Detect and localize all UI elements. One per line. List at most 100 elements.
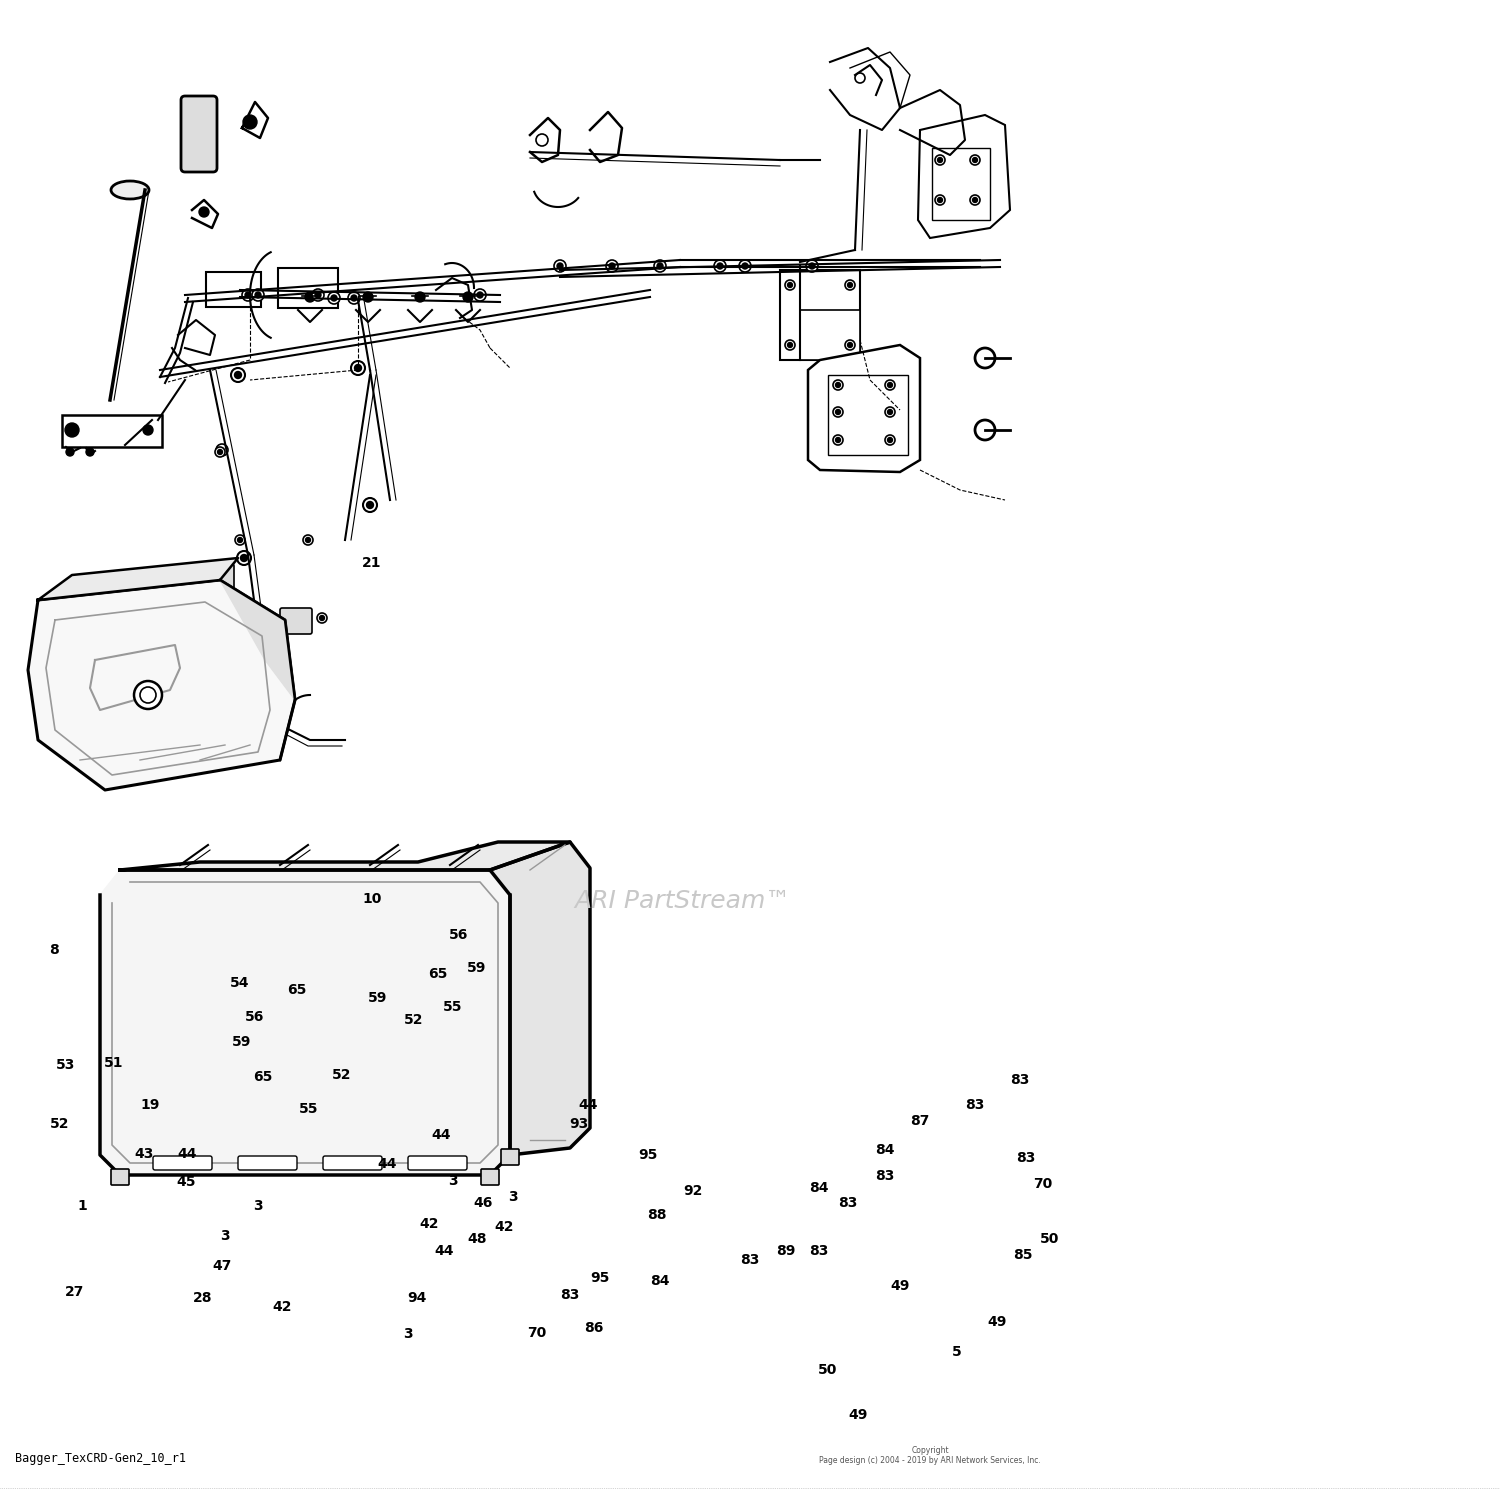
Text: 47: 47	[213, 1258, 231, 1273]
Circle shape	[86, 448, 94, 456]
Text: 5: 5	[952, 1345, 962, 1359]
Circle shape	[306, 538, 310, 542]
Text: 88: 88	[648, 1208, 666, 1222]
Text: 42: 42	[419, 1217, 438, 1231]
Circle shape	[303, 535, 313, 545]
Text: 59: 59	[369, 990, 387, 1005]
Circle shape	[808, 264, 814, 270]
Polygon shape	[220, 581, 296, 700]
Circle shape	[885, 406, 896, 417]
Circle shape	[231, 368, 244, 383]
Text: 83: 83	[839, 1196, 856, 1211]
Circle shape	[134, 680, 162, 709]
Circle shape	[836, 409, 840, 414]
Circle shape	[140, 686, 156, 703]
FancyBboxPatch shape	[62, 415, 162, 447]
Circle shape	[833, 406, 843, 417]
Text: ARI PartStream™: ARI PartStream™	[574, 889, 790, 913]
Text: 54: 54	[231, 975, 249, 990]
Circle shape	[788, 342, 792, 347]
Text: 84: 84	[651, 1273, 669, 1288]
Text: 83: 83	[810, 1243, 828, 1258]
Text: 92: 92	[684, 1184, 702, 1199]
Circle shape	[938, 198, 942, 203]
Text: 83: 83	[876, 1169, 894, 1184]
Circle shape	[315, 292, 321, 298]
Text: 65: 65	[254, 1069, 272, 1084]
Circle shape	[972, 158, 978, 162]
Ellipse shape	[111, 182, 148, 200]
Text: 44: 44	[432, 1127, 450, 1142]
Text: Bagger_TexCRD-Gen2_10_r1: Bagger_TexCRD-Gen2_10_r1	[15, 1452, 186, 1465]
Circle shape	[888, 438, 892, 442]
Text: 83: 83	[1011, 1072, 1029, 1087]
Circle shape	[363, 497, 376, 512]
FancyBboxPatch shape	[780, 270, 859, 360]
Text: 56: 56	[246, 1010, 264, 1024]
Circle shape	[885, 380, 896, 390]
Circle shape	[216, 444, 228, 456]
Circle shape	[320, 615, 324, 621]
Text: 84: 84	[810, 1181, 830, 1196]
Text: 55: 55	[444, 999, 462, 1014]
Text: 3: 3	[509, 1190, 518, 1205]
Circle shape	[836, 438, 840, 442]
Polygon shape	[918, 115, 1010, 238]
Circle shape	[844, 280, 855, 290]
FancyBboxPatch shape	[800, 310, 859, 360]
Circle shape	[847, 342, 852, 347]
FancyBboxPatch shape	[501, 1150, 519, 1164]
Circle shape	[366, 502, 374, 509]
Text: 44: 44	[435, 1243, 453, 1258]
Polygon shape	[28, 581, 296, 791]
Circle shape	[714, 261, 726, 272]
Circle shape	[855, 73, 865, 83]
Circle shape	[244, 292, 250, 298]
Circle shape	[255, 292, 261, 298]
Circle shape	[64, 423, 80, 436]
Text: 27: 27	[66, 1285, 84, 1300]
Circle shape	[348, 292, 360, 304]
FancyBboxPatch shape	[932, 147, 990, 220]
Circle shape	[970, 195, 980, 205]
Circle shape	[217, 450, 222, 454]
Circle shape	[934, 155, 945, 165]
Circle shape	[237, 551, 250, 564]
FancyBboxPatch shape	[278, 268, 338, 308]
Circle shape	[784, 280, 795, 290]
Text: 84: 84	[876, 1142, 894, 1157]
Circle shape	[609, 264, 615, 270]
Text: 85: 85	[1014, 1248, 1032, 1263]
Circle shape	[885, 435, 896, 445]
Text: 3: 3	[220, 1228, 230, 1243]
Text: 50: 50	[819, 1362, 837, 1377]
Text: 3: 3	[254, 1199, 262, 1214]
Circle shape	[363, 292, 374, 302]
FancyBboxPatch shape	[482, 1169, 500, 1185]
Text: 55: 55	[298, 1102, 318, 1117]
Text: 19: 19	[141, 1097, 159, 1112]
Circle shape	[243, 115, 256, 130]
Circle shape	[240, 554, 248, 561]
Circle shape	[806, 261, 818, 272]
Text: 42: 42	[495, 1219, 513, 1234]
Text: 43: 43	[135, 1147, 153, 1161]
Text: 46: 46	[474, 1196, 492, 1211]
Text: 59: 59	[232, 1035, 250, 1050]
Polygon shape	[490, 841, 590, 1155]
Circle shape	[142, 424, 153, 435]
Circle shape	[351, 295, 357, 301]
Text: 52: 52	[51, 1117, 69, 1132]
Circle shape	[477, 292, 483, 298]
Text: 65: 65	[429, 966, 447, 981]
Polygon shape	[120, 841, 570, 870]
Text: 95: 95	[591, 1270, 609, 1285]
Circle shape	[844, 339, 855, 350]
Text: 44: 44	[177, 1147, 198, 1161]
Text: 49: 49	[891, 1279, 909, 1294]
Text: 51: 51	[104, 1056, 123, 1071]
Circle shape	[888, 383, 892, 387]
Text: 83: 83	[561, 1288, 579, 1303]
FancyBboxPatch shape	[828, 375, 908, 456]
Polygon shape	[38, 558, 238, 600]
